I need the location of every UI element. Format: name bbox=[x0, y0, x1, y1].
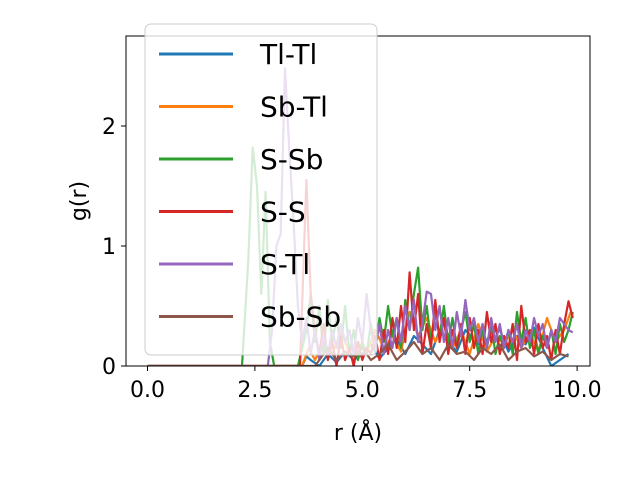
x-tick-label: 7.5 bbox=[452, 378, 487, 403]
legend-label-s-s: S-S bbox=[260, 196, 306, 229]
legend-label-s-tl: S-Tl bbox=[260, 248, 310, 281]
x-tick-label: 0.0 bbox=[130, 378, 165, 403]
legend: Tl-Tl Sb-Tl S-Sb S-S S-Tl Sb-Sb bbox=[144, 23, 378, 356]
y-axis-label: g(r) bbox=[67, 181, 92, 221]
x-tick-label: 5.0 bbox=[345, 378, 380, 403]
legend-label-tl-tl: Tl-Tl bbox=[259, 38, 317, 71]
legend-label-sb-sb: Sb-Sb bbox=[260, 301, 341, 334]
y-tick-label: 2 bbox=[102, 115, 116, 140]
y-tick-label: 1 bbox=[102, 235, 116, 260]
axes: 0.0 2.5 5.0 7.5 10.0 0 1 2 r (Å) g(r) bbox=[67, 35, 602, 446]
x-tick-label: 10.0 bbox=[553, 378, 602, 403]
legend-label-s-sb: S-Sb bbox=[260, 143, 323, 176]
legend-label-sb-tl: Sb-Tl bbox=[260, 91, 328, 124]
x-tick-label: 2.5 bbox=[237, 378, 272, 403]
y-tick-label: 0 bbox=[102, 355, 116, 380]
x-axis-label: r (Å) bbox=[334, 419, 382, 446]
